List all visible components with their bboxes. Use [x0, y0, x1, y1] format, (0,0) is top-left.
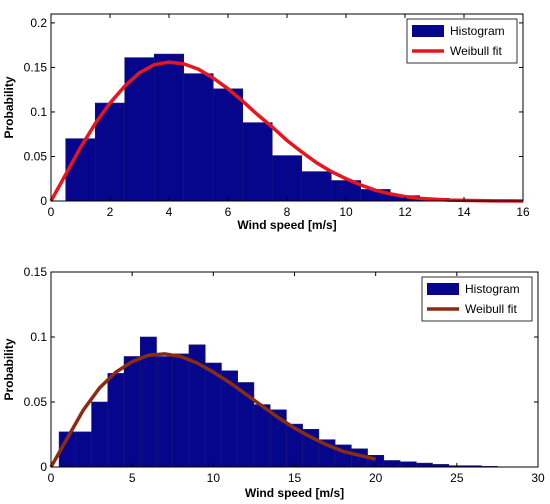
- histogram-bar: [204, 362, 222, 468]
- histogram-bar: [242, 122, 273, 202]
- legend-fit-label-bottom: Weibull fit: [465, 302, 517, 316]
- histogram-bar: [91, 401, 109, 468]
- histogram-bar: [253, 404, 271, 468]
- x-tick-label: 5: [129, 471, 136, 485]
- legend-fit-label-top: Weibull fit: [450, 44, 502, 58]
- x-tick-label: 14: [457, 205, 471, 219]
- x-tick-label: 6: [225, 205, 232, 219]
- x-axis-label-top: Wind speed [m/s]: [237, 218, 336, 232]
- histogram-bars-top: [65, 53, 509, 202]
- x-tick-label: 15: [288, 471, 302, 485]
- histogram-bar: [172, 353, 190, 468]
- legend-histogram-label-top: Histogram: [450, 24, 505, 38]
- x-axis-label-bottom: Wind speed [m/s]: [245, 486, 344, 500]
- x-tick-label: 16: [516, 205, 530, 219]
- y-tick-label: 0: [40, 460, 47, 474]
- histogram-bar: [156, 356, 174, 468]
- y-tick-label: 0.1: [30, 330, 47, 344]
- y-tick-label: 0.1: [30, 105, 47, 119]
- x-tick-label: 30: [531, 471, 545, 485]
- histogram-bar: [383, 460, 401, 468]
- histogram-bar: [271, 155, 303, 202]
- histogram-bar: [415, 462, 433, 468]
- x-ticks-top: 0 2 4 6 8 10 12 14 16: [48, 14, 530, 219]
- weibull-fit-line-top: [49, 60, 524, 203]
- x-tick-label: 10: [339, 205, 353, 219]
- legend-histogram-label-bottom: Histogram: [465, 282, 520, 296]
- y-tick-label: 0: [40, 194, 47, 208]
- legend-box-bottom: [421, 276, 533, 322]
- histogram-bar: [124, 57, 155, 202]
- y-tick-label: 0.05: [24, 149, 48, 163]
- x-tick-label: 8: [284, 205, 291, 219]
- x-tick-label: 10: [207, 471, 221, 485]
- y-tick-label: 0.15: [24, 60, 48, 74]
- y-tick-label: 0.05: [24, 395, 48, 409]
- y-ticks-top: 0 0.05 0.1 0.15 0.2: [24, 16, 523, 208]
- x-ticks-bottom: 0 5 10 15 20 25 30: [48, 272, 545, 485]
- weibull-fit-line-bottom: [49, 352, 377, 468]
- x-tick-label: 0: [48, 471, 55, 485]
- chart-top: 0 2 4 6 8 10 12 14 16 0 0.05 0.1 0.15 0.2 Wind speed…: [2, 13, 530, 232]
- x-tick-label: 4: [166, 205, 173, 219]
- histogram-bar: [123, 356, 141, 468]
- histogram-bar: [153, 53, 185, 202]
- y-axis-label-bottom: Probability: [2, 338, 16, 400]
- histogram-bar: [107, 373, 125, 468]
- histogram-bar: [183, 73, 214, 202]
- y-tick-label: 0.15: [24, 265, 48, 279]
- x-tick-label: 0: [48, 205, 55, 219]
- histogram-bar: [301, 171, 332, 202]
- x-tick-label: 25: [450, 471, 464, 485]
- legend-bottom: Histogram Weibull fit: [421, 276, 533, 322]
- histogram-bars-bottom: [58, 336, 498, 468]
- x-tick-label: 20: [369, 471, 383, 485]
- legend-histogram-swatch-top: [412, 25, 444, 37]
- legend-histogram-swatch-bottom: [427, 283, 459, 295]
- y-ticks-bottom: 0 0.05 0.1 0.15: [24, 265, 538, 474]
- y-tick-label: 0.2: [30, 16, 47, 30]
- chart-bottom: 0 5 10 15 20 25 30 0 0.05 0.1 0.15 Wind speed [m/…: [2, 265, 545, 500]
- histogram-bar: [75, 431, 92, 468]
- y-axis-label-top: Probability: [2, 76, 16, 138]
- histogram-bar: [399, 461, 417, 468]
- histogram-bar: [212, 88, 244, 202]
- x-tick-label: 2: [107, 205, 114, 219]
- legend-top: Histogram Weibull fit: [406, 18, 518, 64]
- x-tick-label: 12: [398, 205, 412, 219]
